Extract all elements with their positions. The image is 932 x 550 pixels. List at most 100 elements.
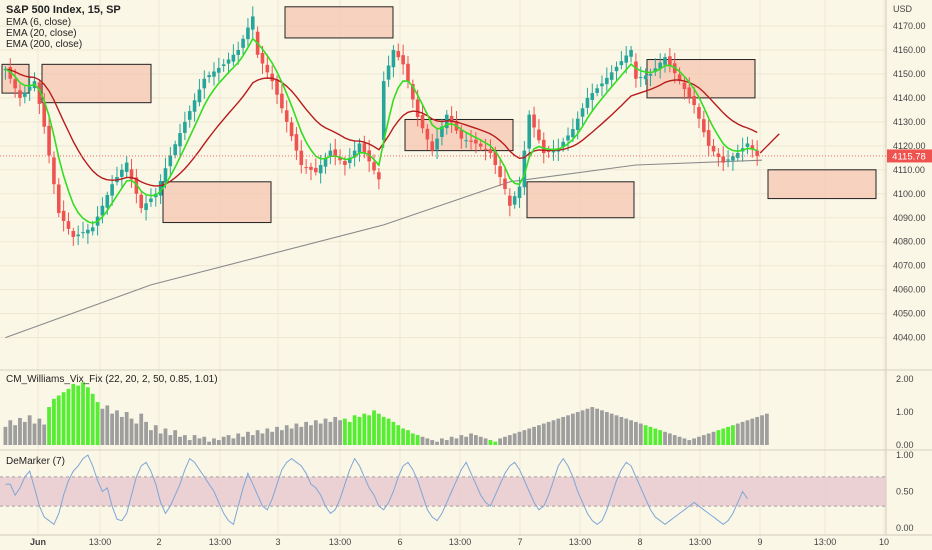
candle-body <box>120 169 124 177</box>
candle <box>120 164 124 188</box>
candle <box>721 146 726 172</box>
price-tick-label: 4050.00 <box>893 309 926 319</box>
vix-fix-bar <box>624 418 629 445</box>
candle-body <box>682 82 687 90</box>
vix-fix-bar <box>318 423 323 445</box>
candle-body <box>527 114 532 149</box>
candle-body <box>600 83 604 87</box>
candle-body <box>250 16 255 30</box>
vix-fix-bar <box>629 420 633 445</box>
candle <box>658 53 662 79</box>
ema200-line <box>5 159 763 339</box>
candle <box>260 45 265 74</box>
candle-body <box>265 64 270 73</box>
candle-body <box>192 100 197 112</box>
vix-fix-bar <box>697 436 701 445</box>
vix-fix-bar <box>105 405 110 445</box>
vix-fix-bar <box>163 428 168 445</box>
candle-body <box>692 96 696 106</box>
candle-body <box>377 172 381 180</box>
candle-body <box>90 227 95 232</box>
candle-body <box>571 129 575 138</box>
candle <box>425 124 430 150</box>
vix-fix-bar <box>124 412 129 445</box>
vix-fix-bar <box>139 413 144 445</box>
vix-fix-bar <box>740 421 745 445</box>
candle-body <box>551 149 556 153</box>
vix-fix-bar <box>357 416 362 445</box>
vix-fix-bar <box>488 440 493 445</box>
candle <box>357 138 362 162</box>
vix-fix-bar <box>386 418 391 445</box>
vix-fix-bar <box>600 410 604 445</box>
candle <box>527 110 532 156</box>
vix-fix-bar <box>376 413 381 445</box>
vix-fix-bar <box>498 438 503 445</box>
candle <box>323 152 328 174</box>
vix-fix-bar <box>440 438 444 445</box>
candle-body <box>352 150 357 158</box>
vix-fix-bar <box>119 416 124 445</box>
vix-fix-bar <box>255 430 260 445</box>
candle-body <box>605 77 609 85</box>
candle <box>716 147 721 167</box>
candle-body <box>609 72 614 80</box>
candle <box>396 43 401 61</box>
candle <box>663 53 667 73</box>
candle <box>566 127 570 151</box>
vix-fix-bar <box>144 421 148 445</box>
vix-fix-bars <box>3 382 769 445</box>
candle <box>183 111 187 141</box>
vix-fix-bar <box>279 430 284 445</box>
vix-fix-bar <box>677 436 682 445</box>
vix-fix-bar <box>134 423 139 445</box>
candle-body <box>207 75 211 78</box>
candle-body <box>42 102 47 127</box>
vix-fix-bar <box>173 430 178 445</box>
vix-fix-bar <box>246 431 250 445</box>
vix-fix-bar <box>299 426 304 445</box>
candle-body <box>13 79 17 89</box>
vix-fix-bar <box>643 425 648 445</box>
candle-body <box>687 87 692 98</box>
vix-fix-bar <box>575 412 580 445</box>
candle-body <box>309 166 313 170</box>
time-axis: Jun 13:00 2 13:00 3 13:00 6 13:00 7 13:00 8 13:00 9 1… <box>30 537 889 547</box>
candle-body <box>357 143 362 153</box>
candle-body <box>110 184 114 196</box>
vix-fix-bar <box>735 423 740 445</box>
vix-fix-legend: CM_Williams_Vix_Fix (22, 20, 2, 50, 0.85… <box>6 374 218 385</box>
candle-body <box>294 134 299 151</box>
candle-body <box>197 89 202 103</box>
candle <box>745 136 750 155</box>
candle-body <box>299 150 304 166</box>
vix-fix-bar <box>532 426 536 445</box>
candle-body <box>430 141 435 151</box>
candle-body <box>18 90 22 98</box>
vix-fix-bar <box>22 421 27 445</box>
candle <box>192 93 197 122</box>
price-tick-label: 4160.00 <box>893 45 926 55</box>
candle <box>139 191 144 214</box>
candle-body <box>314 167 318 173</box>
vix-fix-bar <box>275 426 279 445</box>
price-tick-label: 4060.00 <box>893 285 926 295</box>
vix-fix-bar <box>391 421 396 445</box>
candle-body <box>735 153 740 158</box>
vix-fix-bar <box>284 425 289 445</box>
candle-body <box>634 61 638 79</box>
price-tick-label: 4170.00 <box>893 21 926 31</box>
candle-body <box>168 155 173 167</box>
time-tick-label: 13:00 <box>329 537 352 547</box>
price-tick-label: 4130.00 <box>893 117 926 127</box>
vix-fix-bar <box>638 423 643 445</box>
vix-fix-bar <box>473 435 478 445</box>
candle <box>27 76 32 101</box>
candle <box>37 79 42 115</box>
vix-fix-bar <box>706 433 711 445</box>
candle-body <box>537 129 541 141</box>
candle-body <box>221 64 226 67</box>
candle <box>47 115 51 164</box>
vix-fix-bar <box>692 438 697 445</box>
